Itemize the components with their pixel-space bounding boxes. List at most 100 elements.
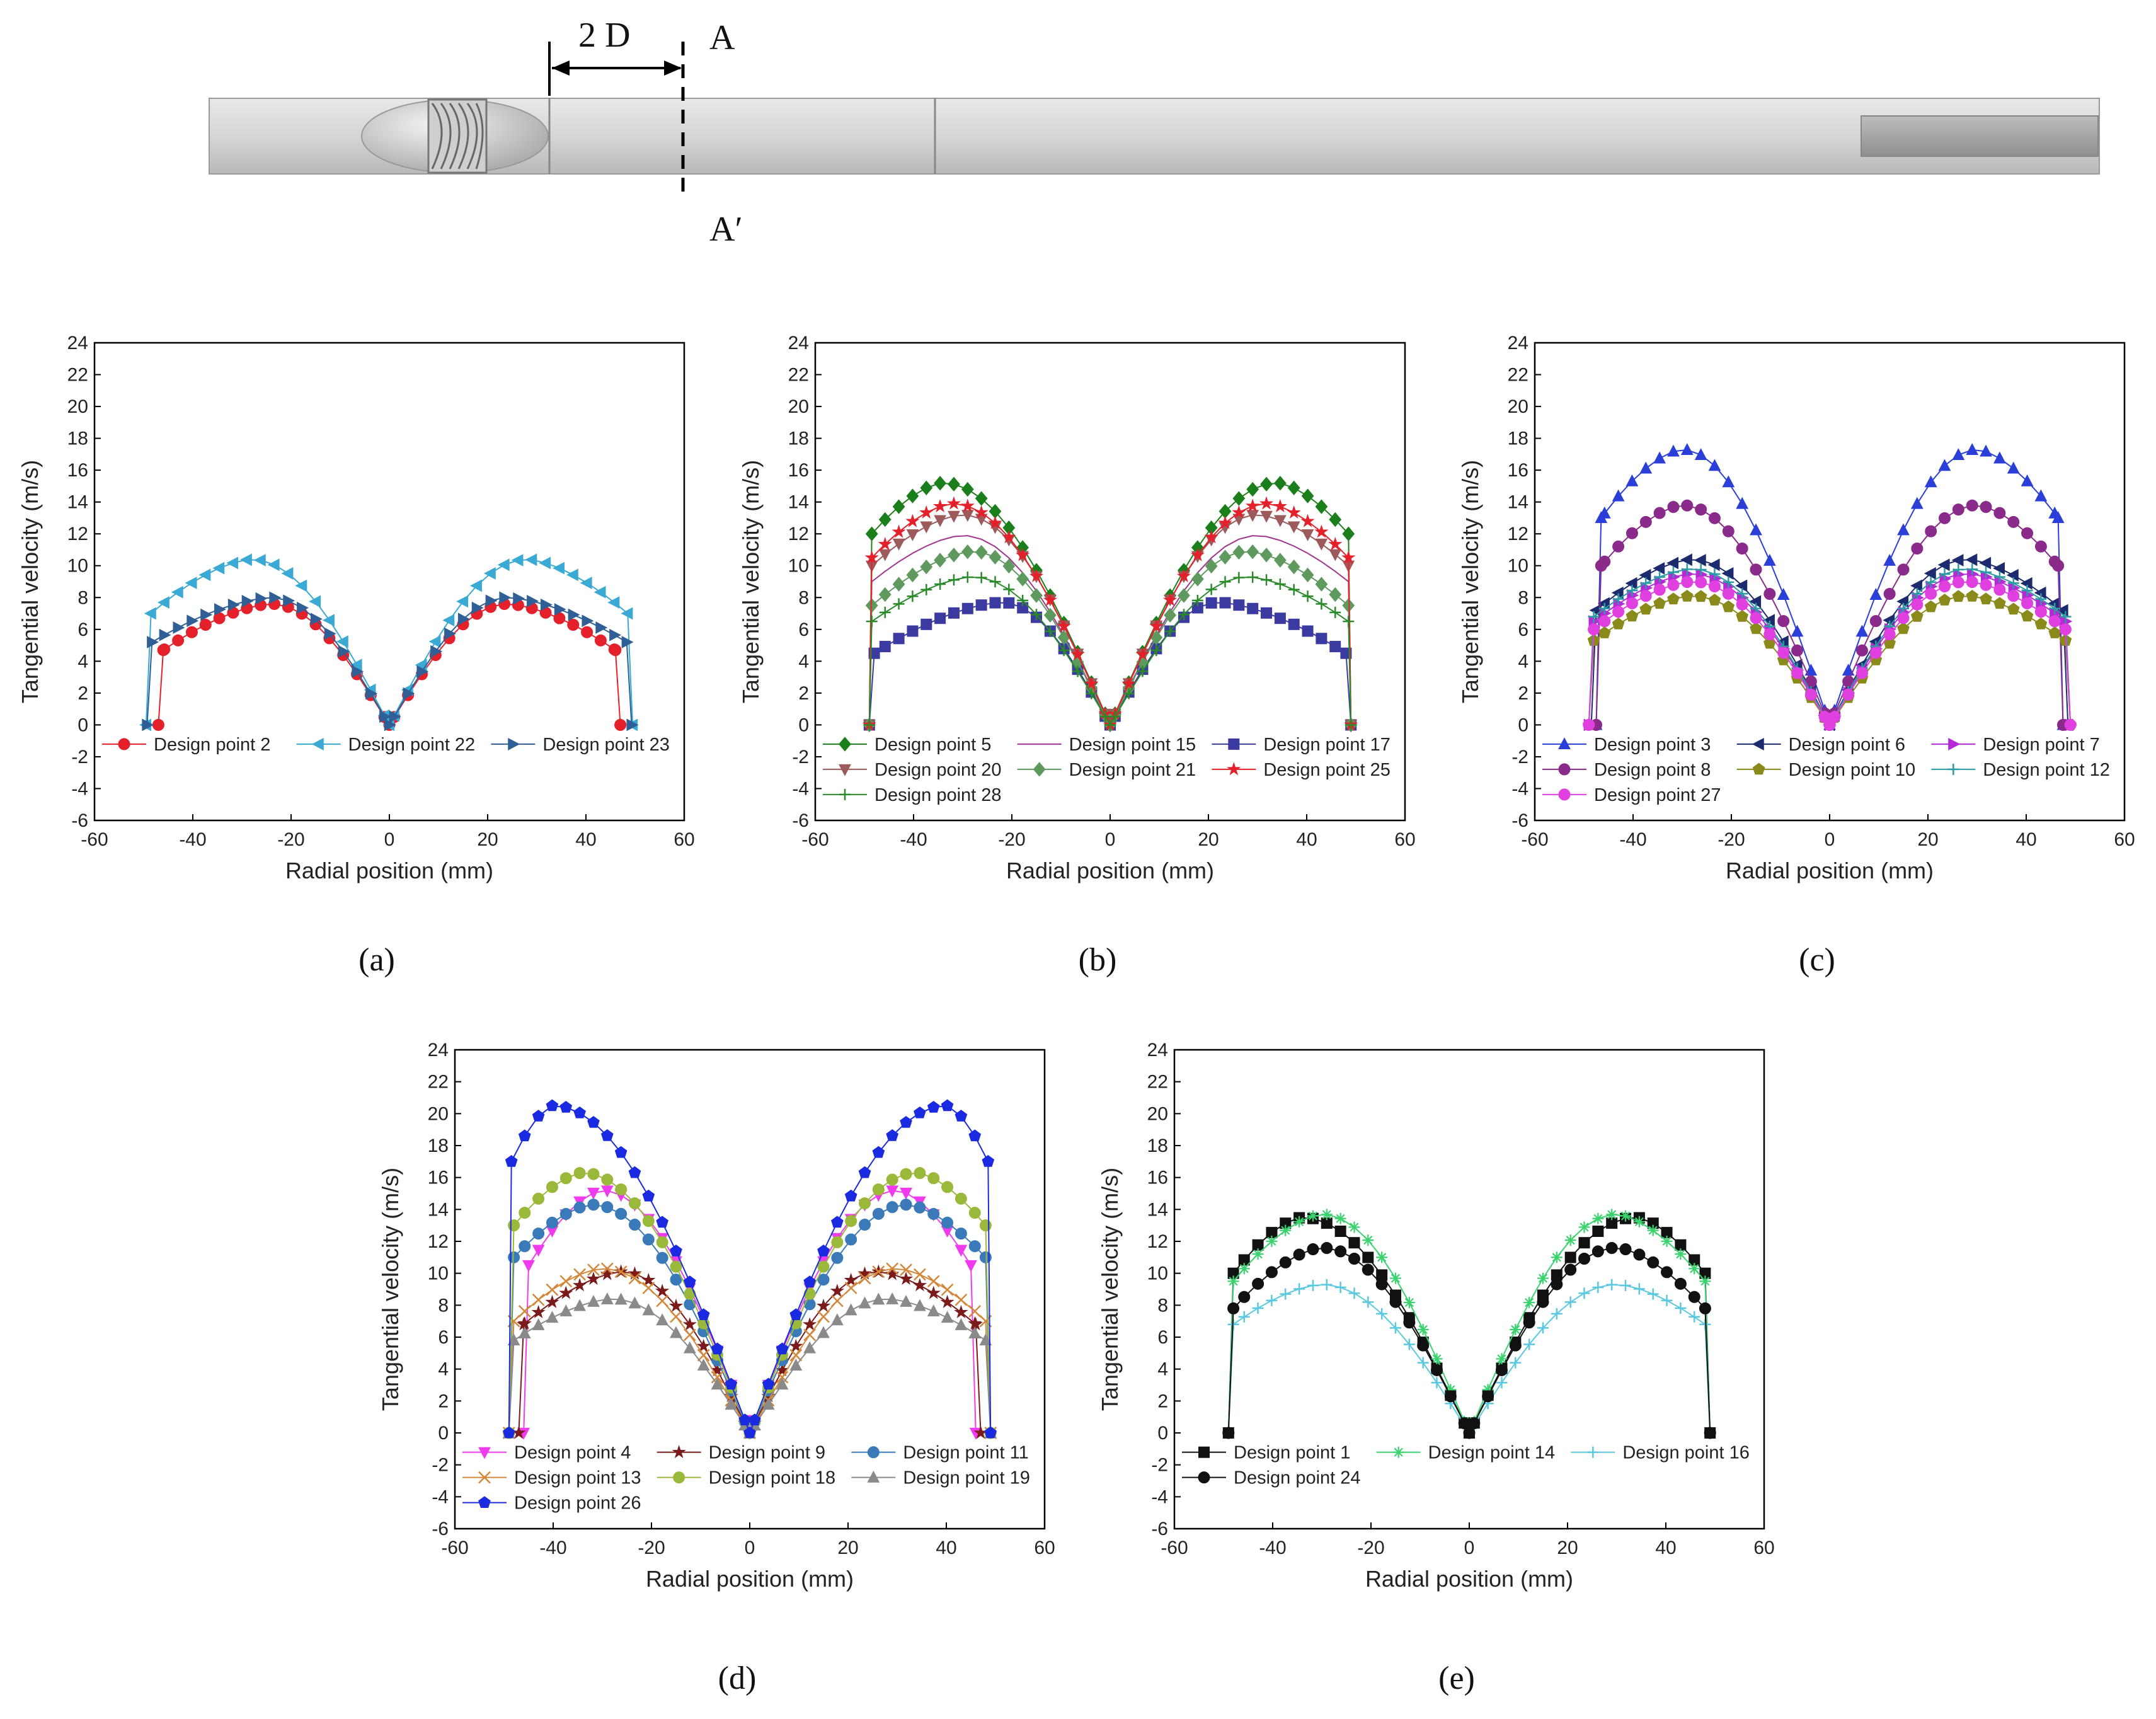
series-line-design-point-24 [1227, 1247, 1711, 1435]
data-point [1468, 1417, 1481, 1430]
data-point [900, 1263, 912, 1277]
data-point [519, 1207, 531, 1219]
data-point [711, 1342, 724, 1355]
y-tick-label: 6 [438, 1327, 449, 1348]
y-tick-label: 14 [1508, 492, 1528, 513]
data-point [1938, 459, 1951, 471]
data-point [789, 1359, 803, 1371]
data-point [1897, 523, 1910, 536]
data-point [878, 537, 892, 551]
data-point [1578, 1253, 1591, 1265]
data-point [1661, 1266, 1673, 1279]
data-point [559, 1275, 573, 1288]
legend-marker [839, 737, 851, 752]
y-tick-label: 2 [77, 683, 88, 704]
data-point [1266, 1227, 1278, 1239]
data-point [1736, 497, 1749, 509]
data-point [1260, 476, 1273, 492]
data-point [1302, 590, 1314, 602]
data-point [2035, 593, 2047, 605]
data-point [1896, 595, 1909, 608]
data-point [505, 1154, 518, 1167]
data-point [1699, 1302, 1711, 1314]
data-point [670, 1310, 682, 1323]
data-point [1233, 572, 1245, 584]
data-point [1389, 1296, 1402, 1308]
data-point [886, 1173, 898, 1186]
y-tick-label: 18 [67, 428, 88, 449]
data-point [948, 476, 960, 492]
data-point [1403, 1316, 1416, 1329]
data-point [1939, 580, 1951, 593]
data-point [614, 1292, 628, 1305]
data-point [1869, 615, 1882, 628]
data-point [656, 1251, 668, 1264]
data-point [185, 626, 198, 638]
data-point [614, 718, 627, 731]
data-point [1287, 521, 1300, 534]
pipe-diagram: 2 D A A′ [209, 16, 2100, 249]
data-point [1191, 540, 1204, 555]
data-point [979, 1219, 992, 1232]
data-point [927, 1101, 940, 1113]
data-point [886, 1201, 898, 1214]
x-tick-label: -60 [1521, 829, 1548, 850]
data-point [600, 1267, 614, 1280]
data-point [1218, 549, 1232, 565]
data-point [1417, 1323, 1429, 1335]
data-point [776, 1342, 789, 1355]
data-point [1334, 1282, 1346, 1294]
y-tick-label: 6 [1157, 1327, 1168, 1348]
y-tick-label: -6 [432, 1519, 449, 1539]
data-point [532, 1110, 545, 1122]
panel-caption: (c) [1799, 942, 1835, 978]
data-point [1564, 1251, 1576, 1263]
data-point [946, 496, 961, 510]
data-point [253, 554, 266, 566]
data-point [416, 665, 429, 678]
data-point [1300, 514, 1315, 527]
y-tick-label: 10 [1508, 556, 1528, 577]
data-point [886, 1185, 899, 1198]
data-point [497, 558, 510, 572]
data-point [171, 585, 183, 599]
data-point [973, 1425, 988, 1439]
data-point [1150, 645, 1162, 657]
data-point [2034, 618, 2048, 630]
data-point [573, 1299, 587, 1311]
data-point [1280, 1224, 1292, 1236]
data-point [1777, 588, 1790, 600]
data-point [656, 1294, 669, 1308]
data-point [1939, 512, 1951, 524]
data-point [1551, 1251, 1563, 1263]
data-point [1238, 1291, 1251, 1303]
data-point [1911, 598, 1924, 611]
data-point [845, 1233, 857, 1246]
data-point [255, 592, 268, 605]
data-point [738, 1413, 752, 1425]
series-line-design-point-21 [868, 551, 1352, 727]
data-point [900, 1199, 912, 1211]
data-point [927, 1172, 940, 1185]
data-point [948, 607, 960, 619]
data-point [1316, 598, 1327, 610]
data-point [1675, 1239, 1687, 1251]
y-tick-label: -2 [792, 747, 809, 768]
data-point [762, 1377, 775, 1390]
data-point [1620, 1210, 1632, 1222]
data-point [1763, 614, 1775, 627]
x-tick-label: -40 [539, 1538, 566, 1558]
data-point [1965, 553, 1978, 566]
data-point [1722, 600, 1735, 612]
x-tick-label: 20 [1557, 1538, 1578, 1558]
legend-marker [1558, 737, 1571, 750]
data-point [546, 1283, 559, 1296]
data-point [485, 594, 498, 607]
data-point [955, 1227, 967, 1240]
legend-marker [478, 1447, 491, 1459]
data-point [642, 1215, 655, 1227]
data-point [2006, 568, 2019, 582]
legend-label: Design point 20 [874, 760, 1002, 780]
data-point [934, 578, 946, 590]
y-tick-label: 0 [1157, 1423, 1168, 1444]
